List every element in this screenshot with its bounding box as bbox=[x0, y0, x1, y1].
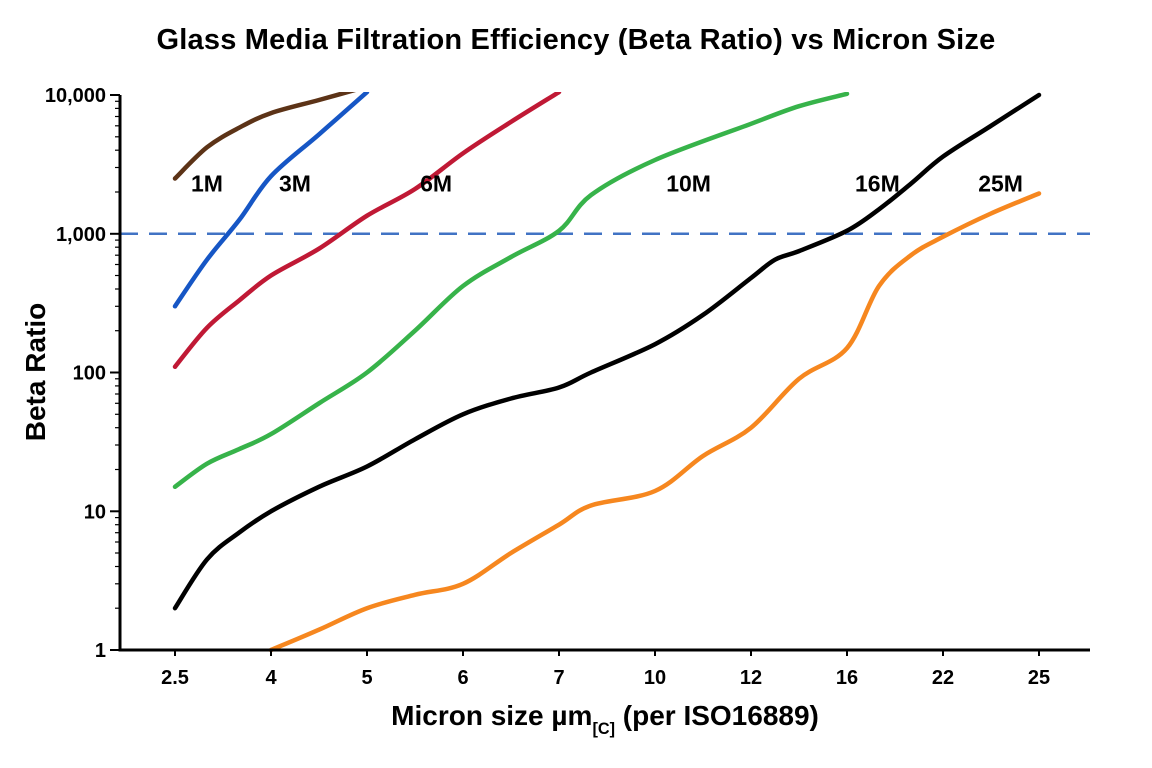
series-line-1M bbox=[172, 92, 357, 181]
x-axis-label-text: Micron size µm bbox=[391, 700, 593, 731]
x-tick-label: 5 bbox=[361, 667, 372, 689]
series-line-16M bbox=[172, 92, 1042, 611]
x-tick-label: 6 bbox=[457, 667, 468, 689]
series-line-10M bbox=[172, 92, 850, 490]
y-tick-label: 1 bbox=[95, 640, 106, 662]
x-tick-label: 12 bbox=[740, 667, 762, 689]
chart-title: Glass Media Filtration Efficiency (Beta … bbox=[156, 24, 996, 56]
x-tick-label: 25 bbox=[1028, 667, 1050, 689]
series-line-6M bbox=[172, 92, 562, 370]
series-label-3M: 3M bbox=[279, 171, 311, 197]
axes: 1 10 100 1,000 10,000 2.5 4 5 6 7 10 12 16 22 25 bbox=[45, 85, 1090, 689]
series-line-25M bbox=[268, 191, 1042, 653]
y-tick-label: 100 bbox=[73, 363, 106, 385]
y-tick-label: 10 bbox=[84, 501, 106, 523]
series-label-25M: 25M bbox=[978, 171, 1023, 197]
x-tick-label: 22 bbox=[932, 667, 954, 689]
series-group bbox=[172, 92, 1042, 653]
y-tick-label: 10,000 bbox=[45, 85, 106, 107]
x-axis-label-suffix: (per ISO16889) bbox=[614, 700, 819, 731]
x-tick-label: 10 bbox=[644, 667, 666, 689]
x-axis-label-subscript: [C] bbox=[592, 719, 615, 738]
series-label-10M: 10M bbox=[666, 171, 711, 197]
x-tick-label: 4 bbox=[265, 667, 277, 689]
x-tick-label: 16 bbox=[836, 667, 858, 689]
series-label-16M: 16M bbox=[855, 171, 900, 197]
x-tick-label: 7 bbox=[553, 667, 564, 689]
x-tick-label: 2.5 bbox=[161, 667, 189, 689]
series-label-1M: 1M bbox=[191, 171, 223, 197]
y-tick-label: 1,000 bbox=[56, 224, 106, 246]
series-line-3M bbox=[172, 92, 370, 309]
x-axis-label: Micron size µm[C] (per ISO16889) bbox=[120, 700, 1090, 738]
series-label-6M: 6M bbox=[420, 171, 452, 197]
